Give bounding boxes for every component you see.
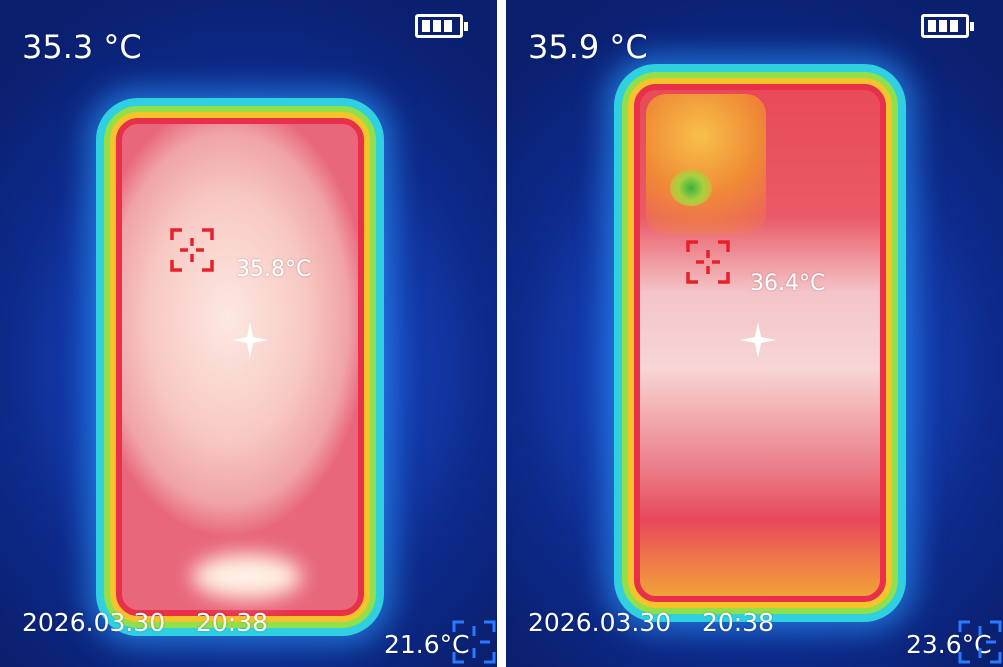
spot-temperature: 35.8°C [236,257,312,282]
date: 2026.03.30 [22,608,166,637]
hotspot-reticle-icon [686,240,730,284]
time: 20:38 [196,608,269,637]
thermal-image-left: 35.3 °C 35.8°C 2026.03.30 20:38 21.6°C [0,0,497,667]
phone-thermal-shape [116,118,364,616]
camera-lens-cold-spot [670,170,712,206]
center-crosshair-icon [740,322,776,358]
max-temperature: 35.3 °C [22,28,142,66]
coldspot-reticle-icon [958,620,1002,664]
time: 20:38 [702,608,775,637]
date: 2026.03.30 [528,608,672,637]
coldspot-reticle-icon [452,620,496,664]
center-crosshair-icon [232,322,268,358]
max-temperature: 35.9 °C [528,28,648,66]
spot-temperature: 36.4°C [750,271,826,296]
thermal-image-right: 35.9 °C 36.4°C 2026.03.30 20:38 23.6°C [506,0,1003,667]
battery-full-icon [921,14,974,38]
battery-full-icon [415,14,468,38]
min-temperature: 23.6°C [906,630,992,659]
hotspot-reticle-icon [170,228,214,272]
